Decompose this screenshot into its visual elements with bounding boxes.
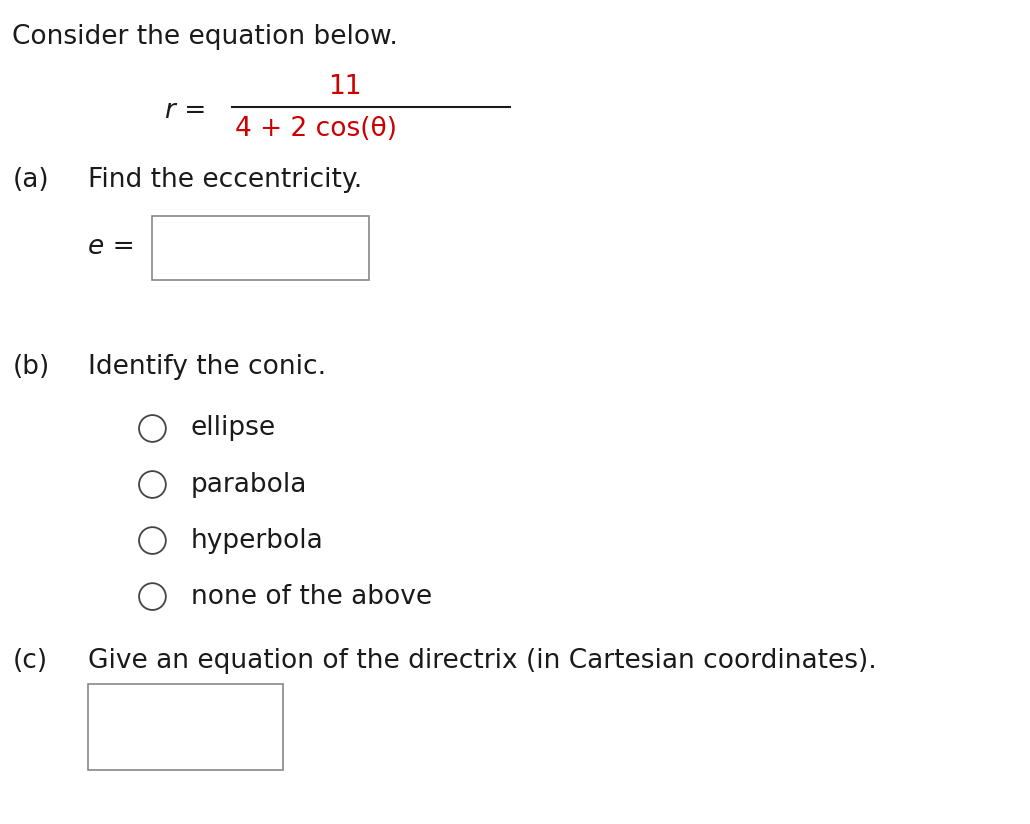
Text: (a): (a) xyxy=(12,166,49,193)
Text: r =: r = xyxy=(165,98,206,124)
Text: (b): (b) xyxy=(12,353,49,380)
Text: ellipse: ellipse xyxy=(191,415,276,442)
Text: parabola: parabola xyxy=(191,471,307,498)
Text: Consider the equation below.: Consider the equation below. xyxy=(12,24,399,50)
Text: none of the above: none of the above xyxy=(191,583,432,610)
Text: (c): (c) xyxy=(12,648,47,674)
Text: Give an equation of the directrix (in Cartesian coordinates).: Give an equation of the directrix (in Ca… xyxy=(88,648,877,674)
Text: 4 + 2 cos(θ): 4 + 2 cos(θ) xyxy=(235,116,397,143)
Text: e =: e = xyxy=(88,234,134,260)
Text: Find the eccentricity.: Find the eccentricity. xyxy=(88,166,362,193)
Text: 11: 11 xyxy=(329,73,362,100)
Text: hyperbola: hyperbola xyxy=(191,527,323,554)
Text: Identify the conic.: Identify the conic. xyxy=(88,353,325,380)
